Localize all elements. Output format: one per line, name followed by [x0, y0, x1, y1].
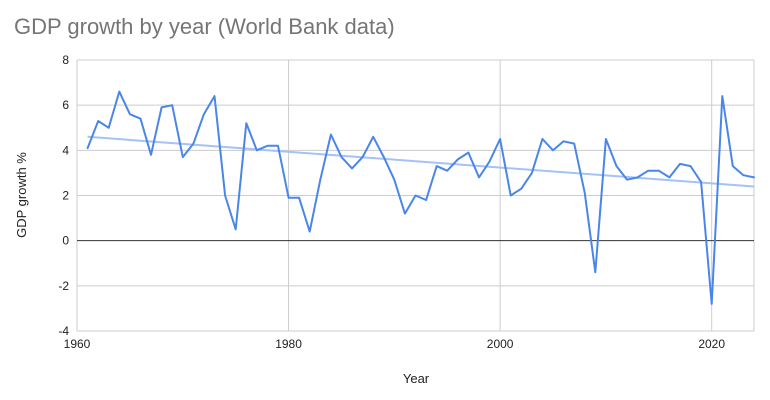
data-point: [235, 228, 237, 230]
y-tick-label: -4: [58, 324, 69, 338]
data-point: [415, 195, 417, 197]
y-tick-label: 2: [62, 189, 69, 203]
data-point: [266, 145, 268, 147]
data-point: [626, 179, 628, 181]
data-point: [584, 192, 586, 194]
data-point: [573, 143, 575, 145]
trendline: [87, 135, 755, 188]
data-point: [161, 106, 163, 108]
data-point: [383, 156, 385, 158]
data-point: [192, 143, 194, 145]
data-point: [594, 271, 596, 273]
data-point: [351, 167, 353, 169]
data-point: [309, 231, 311, 233]
x-tick-label: 1960: [64, 337, 91, 351]
data-point: [510, 195, 512, 197]
data-point: [563, 140, 565, 142]
data-point: [499, 138, 501, 140]
data-point: [467, 152, 469, 154]
data-point: [742, 174, 744, 176]
y-tick-label: 4: [62, 143, 69, 157]
data-point: [637, 176, 639, 178]
data-point: [446, 170, 448, 172]
data-point: [171, 104, 173, 106]
x-axis-title: Year: [403, 371, 430, 386]
gdp-growth-series-line: [86, 90, 755, 305]
data-point: [732, 165, 734, 167]
data-point: [552, 149, 554, 151]
data-point: [139, 118, 141, 120]
y-tick-label: 6: [62, 98, 69, 112]
data-point: [245, 122, 247, 124]
data-point: [711, 303, 713, 305]
data-point: [700, 181, 702, 183]
data-point: [118, 91, 120, 93]
data-point: [256, 149, 258, 151]
data-point: [340, 156, 342, 158]
data-point: [425, 199, 427, 201]
data-point: [668, 176, 670, 178]
y-tick-label: 8: [62, 53, 69, 67]
data-point: [224, 195, 226, 197]
data-point: [615, 165, 617, 167]
data-point: [690, 165, 692, 167]
data-point: [277, 145, 279, 147]
data-point: [330, 134, 332, 136]
y-tick-label: -2: [58, 279, 69, 293]
data-point: [531, 172, 533, 174]
data-point: [478, 176, 480, 178]
data-point: [393, 179, 395, 181]
data-point: [362, 156, 364, 158]
data-point: [658, 170, 660, 172]
data-point: [298, 197, 300, 199]
y-tick-label: 0: [62, 234, 69, 248]
trendline-group: [87, 135, 755, 188]
data-point: [457, 158, 459, 160]
data-point: [679, 163, 681, 165]
data-point: [129, 113, 131, 115]
data-point: [97, 120, 99, 122]
data-point: [753, 176, 755, 178]
chart-title: GDP growth by year (World Bank data): [14, 14, 395, 39]
series-group: [86, 90, 755, 305]
data-point: [150, 154, 152, 156]
y-axis-title: GDP growth %: [14, 152, 29, 238]
data-point: [541, 138, 543, 140]
data-point: [404, 213, 406, 215]
data-point: [203, 113, 205, 115]
data-point: [214, 95, 216, 97]
data-point: [182, 156, 184, 158]
x-tick-label: 2020: [698, 337, 725, 351]
tick-labels: -4 -2 0 2 4 6 8 1960 1980 2000 2020: [58, 53, 725, 351]
data-point: [520, 188, 522, 190]
data-point: [108, 127, 110, 129]
data-point: [605, 138, 607, 140]
data-point: [319, 179, 321, 181]
data-point: [436, 165, 438, 167]
data-point: [288, 197, 290, 199]
data-point: [647, 170, 649, 172]
data-point: [721, 95, 723, 97]
x-tick-label: 1980: [275, 337, 302, 351]
data-point: [489, 161, 491, 163]
data-point: [87, 147, 89, 149]
data-point: [372, 136, 374, 138]
x-tick-label: 2000: [487, 337, 514, 351]
